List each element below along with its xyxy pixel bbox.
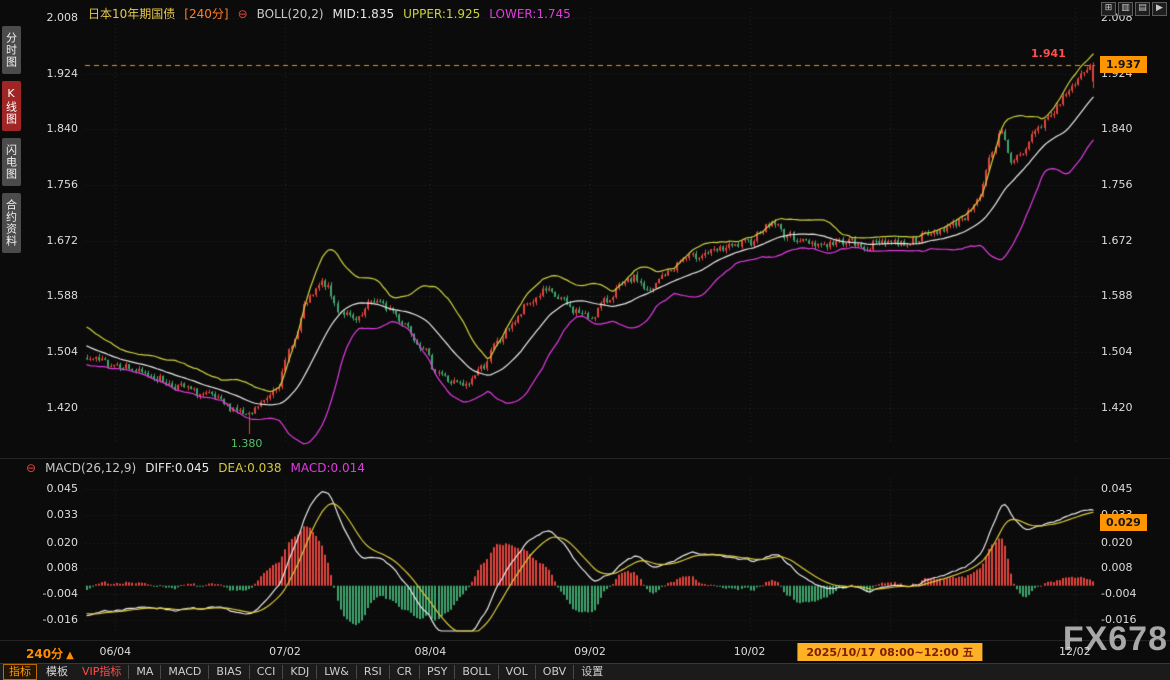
macd-axis-label-left: 0.020 xyxy=(46,535,79,549)
split-vertical-icon[interactable]: ▤ xyxy=(1135,2,1150,16)
session-high-label: 1.941 xyxy=(1031,47,1066,61)
macd-axis-label-left: -0.004 xyxy=(42,587,78,601)
grid-layout-icon[interactable]: ⊞ xyxy=(1101,2,1116,16)
toolbar-item-obv[interactable]: OBV xyxy=(534,665,573,679)
price-axis-label-left: 1.504 xyxy=(46,344,79,358)
price-axis-label-left: 1.420 xyxy=(46,400,79,414)
price-axis-label-right: 1.504 xyxy=(1101,344,1133,358)
macd-axis-label-left: 0.008 xyxy=(46,561,79,575)
macd-diff-value: DIFF:0.045 xyxy=(145,461,210,475)
toolbar-item-macd[interactable]: MACD xyxy=(160,665,208,679)
toolbar-item-template[interactable]: 模板 xyxy=(46,665,68,678)
macd-axis-label-left: -0.016 xyxy=(42,613,78,627)
boll-upper-value: UPPER:1.925 xyxy=(403,6,481,21)
macd-axis-label-right: -0.016 xyxy=(1101,613,1137,627)
toolbar-item-kdj[interactable]: KDJ xyxy=(282,665,316,679)
price-axis-label-right: 1.840 xyxy=(1101,122,1133,136)
sidebar-tab-time-chart[interactable]: 分时图 xyxy=(1,26,21,74)
collapse-macd-icon[interactable]: ⊖ xyxy=(26,461,37,475)
collapse-boll-icon[interactable]: ⊖ xyxy=(237,6,248,21)
toolbar-item-lw[interactable]: LW& xyxy=(316,665,356,679)
price-axis-label-left: 1.588 xyxy=(46,289,79,303)
next-chart-icon[interactable]: ▶ xyxy=(1152,2,1167,16)
macd-axis-label-right: 0.045 xyxy=(1101,481,1133,495)
price-axis-label-left: 1.672 xyxy=(46,233,79,247)
price-axis-label-left: 1.924 xyxy=(46,66,79,80)
macd-axis-label-right: -0.004 xyxy=(1101,587,1137,601)
x-axis-tick-label: 10/02 xyxy=(733,645,766,658)
toolbar-item-settings[interactable]: 设置 xyxy=(573,665,610,679)
current-price-box: 1.937 xyxy=(1100,55,1147,73)
macd-macd-value: MACD:0.014 xyxy=(290,461,365,475)
toolbar-item-boll[interactable]: BOLL xyxy=(454,665,497,679)
toolbar-item-ma[interactable]: MA xyxy=(128,665,160,679)
toolbar-item-bias[interactable]: BIAS xyxy=(208,665,248,679)
x-axis-tick-label: 08/04 xyxy=(414,645,447,658)
boll-indicator-label: BOLL(20,2) xyxy=(256,6,324,21)
price-axis-label-right: 1.672 xyxy=(1101,233,1133,247)
current-bar-datetime-box: 2025/10/17 08:00~12:00 五 xyxy=(797,643,983,661)
macd-indicator-label: MACD(26,12,9) xyxy=(45,461,137,475)
timeframe-label: 240分 xyxy=(26,647,64,661)
macd-panel-header: ⊖ MACD(26,12,9) DIFF:0.045 DEA:0.038 MAC… xyxy=(26,461,365,475)
toolbar-item-vip-indicator[interactable]: VIP指标 xyxy=(82,665,122,678)
toolbar-item-cci[interactable]: CCI xyxy=(248,665,283,679)
window-controls: ⊞ ▥ ▤ ▶ xyxy=(1101,2,1167,16)
instrument-title: 日本10年期国债 xyxy=(88,7,176,21)
price-axis-label-right: 1.588 xyxy=(1101,289,1133,303)
session-low-label: 1.380 xyxy=(230,437,263,451)
macd-value-box: 0.029 xyxy=(1100,514,1147,532)
x-axis-tick-label: 12/02 xyxy=(1058,645,1091,658)
toolbar-item-psy[interactable]: PSY xyxy=(419,665,454,679)
x-axis-tick-label: 06/04 xyxy=(99,645,132,658)
price-panel-header: 日本10年期国债 [240分] ⊖ BOLL(20,2) MID:1.835 U… xyxy=(88,5,571,22)
sidebar: 分时图 K线图闪电图合约资料 xyxy=(0,0,22,662)
toolbar-item-vol[interactable]: VOL xyxy=(497,665,535,679)
macd-dea-value: DEA:0.038 xyxy=(218,461,282,475)
toolbar-item-indicator[interactable]: 指标 xyxy=(3,664,37,680)
macd-axis-label-right: 0.008 xyxy=(1101,561,1133,575)
price-axis-label-left: 2.008 xyxy=(46,10,79,24)
watermark: FX678 xyxy=(1062,620,1168,658)
split-horizontal-icon[interactable]: ▥ xyxy=(1118,2,1133,16)
boll-lower-value: LOWER:1.745 xyxy=(489,6,571,21)
bottom-toolbar: 指标 模板 VIP指标 MA MACD BIAS CCI KDJ LW& RSI CR PSY BOLL… xyxy=(0,663,1170,680)
axis-divider xyxy=(0,640,1170,641)
macd-axis-label-right: 0.020 xyxy=(1101,535,1133,549)
timeframe-arrow-icon: ▲ xyxy=(66,650,74,661)
macd-axis-label-left: 0.033 xyxy=(46,507,79,521)
price-axis-label-right: 1.756 xyxy=(1101,177,1133,191)
price-axis-label-left: 1.756 xyxy=(46,177,79,191)
panel-divider xyxy=(0,458,1170,459)
period-badge: [240分] xyxy=(184,7,229,21)
x-axis-tick-label: 09/02 xyxy=(574,645,606,658)
x-axis-tick-label: 07/02 xyxy=(269,645,301,658)
price-axis-label-left: 1.840 xyxy=(46,122,79,136)
sidebar-tab-kline-chart[interactable]: K线图 xyxy=(1,81,21,131)
timeframe-indicator[interactable]: 240分 ▲ xyxy=(26,645,74,662)
price-axis-label-right: 1.420 xyxy=(1101,400,1133,414)
sidebar-tab-contract-info[interactable]: 合约资料 xyxy=(1,193,21,253)
toolbar-item-cr[interactable]: CR xyxy=(388,665,419,679)
macd-axis-label-left: 0.045 xyxy=(46,481,79,495)
sidebar-tab-flash-chart[interactable]: 闪电图 xyxy=(1,138,21,186)
boll-mid-value: MID:1.835 xyxy=(332,6,395,21)
toolbar-item-rsi[interactable]: RSI xyxy=(355,665,389,679)
